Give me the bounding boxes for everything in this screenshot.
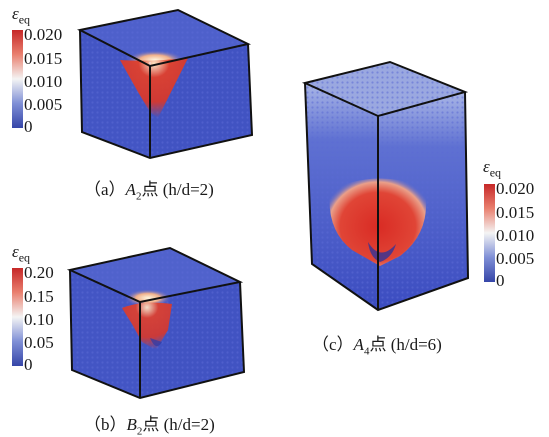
colorbar-b-tick: 0.20 [24,263,54,282]
caption-c: （c）A4点 (h/d=6) [312,330,442,357]
caption-a: （a）A2点 (h/d=2) [84,175,214,202]
colorbar-c-symbol: ε [483,157,490,176]
caption-b-prefix: （b） [84,415,127,434]
caption-c-suffix: 点 [369,335,387,354]
colorbar-c-tick: 0.015 [496,203,535,222]
colorbar-b-label: εeq [12,242,30,265]
colorbar-a-tick: 0.010 [24,72,63,91]
colorbar-a-tick: 0.015 [24,49,63,68]
caption-b-suffix: 点 [142,415,160,434]
caption-a-point: A [125,180,136,199]
colorbar-a-symbol: ε [12,4,19,23]
caption-a-ratio: (h/d=2) [162,180,214,199]
caption-b: （b）B2点 (h/d=2) [84,410,215,437]
caption-b-point: B [126,415,137,434]
colorbar-b-tick: 0.10 [24,310,54,329]
colorbar-b-tick: 0.15 [24,287,54,306]
colorbar-a-tick: 0 [24,117,33,136]
colorbar-c-tick: 0.010 [496,226,535,245]
colorbar-b-symbol-sub: eq [18,250,31,265]
caption-a-prefix: （a） [84,180,126,199]
colorbar-b-tick: 0 [24,355,33,374]
caption-a-suffix: 点 [141,180,159,199]
colorbar-c [484,184,495,282]
caption-a-point-sub: 2 [135,190,142,203]
colorbar-b-symbol: ε [12,242,19,261]
colorbar-c-tick: 0 [496,271,505,290]
colorbar-a [12,30,23,128]
colorbar-b [12,268,23,366]
caption-c-ratio: (h/d=6) [390,335,442,354]
colorbar-a-label: εeq [12,4,30,27]
colorbar-c-label: εeq [483,157,501,180]
colorbar-a-tick: 0.005 [24,95,63,114]
caption-c-point: A [353,335,364,354]
caption-b-ratio: (h/d=2) [163,415,215,434]
colorbar-a-tick: 0.020 [24,25,63,44]
colorbar-c-tick: 0.005 [496,249,535,268]
colorbar-a-symbol-sub: eq [18,12,31,27]
caption-c-prefix: （c） [312,335,354,354]
colorbar-c-symbol-sub: eq [489,165,502,180]
colorbar-b-tick: 0.05 [24,333,54,352]
caption-c-point-sub: 4 [363,345,370,358]
colorbar-c-tick: 0.020 [496,179,535,198]
